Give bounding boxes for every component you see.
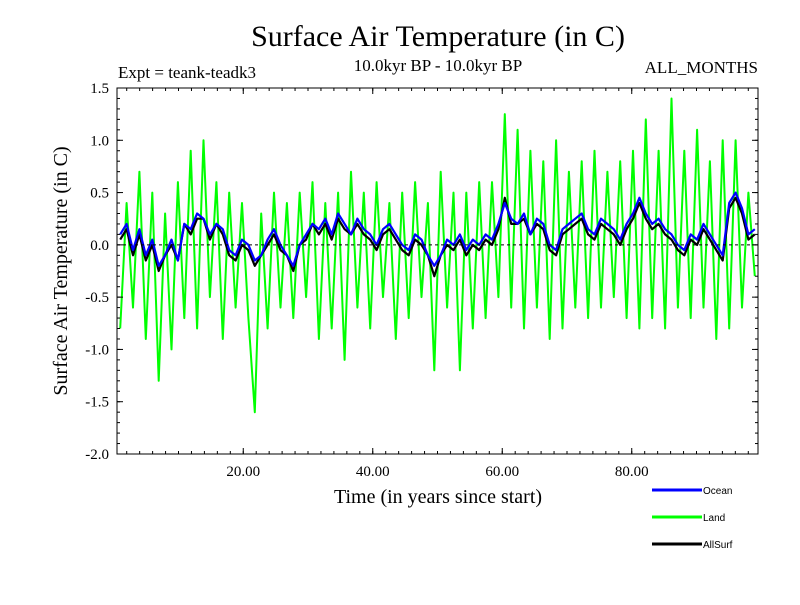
y-tick-label: -1.0: [85, 342, 109, 358]
x-tick-label: 60.00: [485, 464, 519, 480]
x-axis-label: Time (in years since start): [334, 486, 542, 508]
y-axis-label: Surface Air Temperature (in C): [50, 146, 72, 395]
experiment-label: Expt = teank-teadk3: [118, 63, 256, 82]
y-tick-label: 1.0: [90, 133, 109, 149]
y-axis: -2.0 -1.5 -1.0 -0.5 0.0 0.5 1.0 1.5: [85, 81, 758, 463]
plot-area: -2.0 -1.5 -1.0 -0.5 0.0 0.5 1.0 1.5 20.00 40.00 6…: [85, 81, 759, 480]
x-tick-label: 80.00: [615, 464, 649, 480]
y-tick-label: -0.5: [85, 290, 109, 306]
period-label: 10.0kyr BP - 10.0kyr BP: [354, 56, 522, 75]
y-tick-label: -2.0: [85, 447, 109, 463]
series-line-ocean: [119, 191, 756, 267]
y-tick-label: -1.5: [85, 395, 109, 411]
y-tick-label: 0.5: [90, 186, 109, 202]
x-tick-label: 20.00: [226, 464, 260, 480]
legend-label-ocean: Ocean: [703, 486, 732, 497]
legend-label-allsurf: AllSurf: [703, 540, 733, 551]
x-tick-label: 40.00: [356, 464, 390, 480]
x-axis: 20.00 40.00 60.00 80.00: [126, 88, 749, 480]
chart-title: Surface Air Temperature (in C): [251, 20, 625, 53]
legend-label-land: Land: [703, 513, 725, 524]
y-tick-label: 0.0: [90, 238, 109, 254]
legend: Ocean Land AllSurf: [652, 486, 733, 551]
y-tick-label: 1.5: [90, 81, 109, 97]
season-label: ALL_MONTHS: [645, 58, 758, 77]
